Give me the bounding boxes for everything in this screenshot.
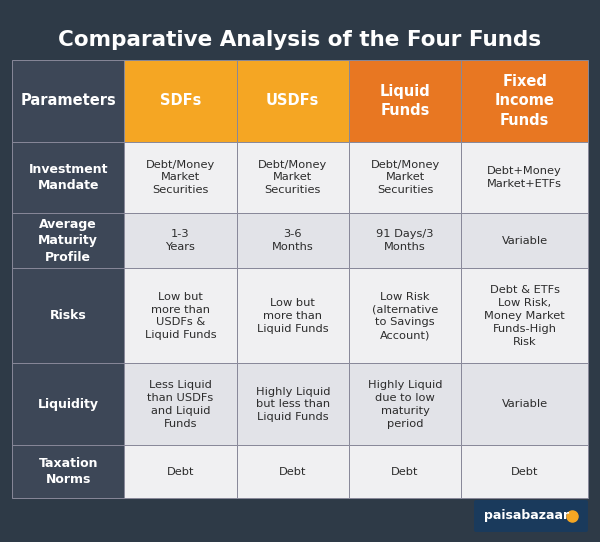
Text: Less Liquid
than USDFs
and Liquid
Funds: Less Liquid than USDFs and Liquid Funds: [148, 380, 214, 429]
Text: paisabazaar: paisabazaar: [484, 509, 569, 522]
Bar: [124, 445, 236, 498]
Text: Low Risk
(alternative
to Savings
Account): Low Risk (alternative to Savings Account…: [372, 292, 438, 340]
Bar: [12, 268, 124, 364]
Bar: [349, 445, 461, 498]
Bar: [12, 142, 124, 213]
Bar: [236, 142, 349, 213]
Bar: [124, 213, 236, 268]
Text: Liquid
Funds: Liquid Funds: [380, 84, 430, 118]
Bar: [236, 213, 349, 268]
Bar: [461, 445, 588, 498]
Bar: [461, 364, 588, 445]
Text: Investment
Mandate: Investment Mandate: [28, 163, 108, 192]
Bar: [236, 445, 349, 498]
Text: Risks: Risks: [50, 309, 86, 322]
Bar: [461, 213, 588, 268]
Bar: [349, 364, 461, 445]
Text: Debt: Debt: [279, 467, 307, 476]
Bar: [236, 60, 349, 142]
Text: 3-6
Months: 3-6 Months: [272, 229, 314, 252]
Bar: [124, 364, 236, 445]
Text: Debt+Money
Market+ETFs: Debt+Money Market+ETFs: [487, 166, 562, 189]
Bar: [349, 60, 461, 142]
Text: 91 Days/3
Months: 91 Days/3 Months: [376, 229, 434, 252]
Bar: [349, 268, 461, 364]
Bar: [12, 364, 124, 445]
Text: Debt: Debt: [511, 467, 538, 476]
Text: Taxation
Norms: Taxation Norms: [38, 457, 98, 486]
Text: 1-3
Years: 1-3 Years: [166, 229, 196, 252]
Text: Debt/Money
Market
Securities: Debt/Money Market Securities: [146, 159, 215, 195]
Bar: [349, 213, 461, 268]
Text: Liquidity: Liquidity: [38, 398, 98, 411]
Text: Highly Liquid
but less than
Liquid Funds: Highly Liquid but less than Liquid Funds: [256, 386, 330, 422]
Bar: [124, 268, 236, 364]
Text: Debt & ETFs
Low Risk,
Money Market
Funds-High
Risk: Debt & ETFs Low Risk, Money Market Funds…: [484, 285, 565, 346]
Bar: [124, 142, 236, 213]
Text: Highly Liquid
due to low
maturity
period: Highly Liquid due to low maturity period: [368, 380, 442, 429]
Text: Fixed
Income
Funds: Fixed Income Funds: [495, 74, 554, 127]
Text: Low but
more than
Liquid Funds: Low but more than Liquid Funds: [257, 298, 329, 334]
Text: Debt/Money
Market
Securities: Debt/Money Market Securities: [258, 159, 328, 195]
Text: Average
Maturity
Profile: Average Maturity Profile: [38, 218, 98, 264]
Bar: [12, 445, 124, 498]
FancyBboxPatch shape: [474, 500, 588, 532]
Text: Variable: Variable: [502, 236, 548, 246]
Text: SDFs: SDFs: [160, 93, 201, 108]
Bar: [461, 268, 588, 364]
Text: Debt/Money
Market
Securities: Debt/Money Market Securities: [370, 159, 440, 195]
Text: Comparative Analysis of the Four Funds: Comparative Analysis of the Four Funds: [58, 30, 542, 50]
Bar: [124, 60, 236, 142]
Text: USDFs: USDFs: [266, 93, 319, 108]
Bar: [461, 142, 588, 213]
Bar: [349, 142, 461, 213]
Text: Debt: Debt: [167, 467, 194, 476]
Text: Parameters: Parameters: [20, 93, 116, 108]
Bar: [236, 364, 349, 445]
Text: Low but
more than
USDFs &
Liquid Funds: Low but more than USDFs & Liquid Funds: [145, 292, 216, 340]
Bar: [12, 60, 124, 142]
Bar: [236, 268, 349, 364]
Text: Variable: Variable: [502, 399, 548, 409]
Bar: [461, 60, 588, 142]
Bar: [12, 213, 124, 268]
Text: Debt: Debt: [391, 467, 419, 476]
